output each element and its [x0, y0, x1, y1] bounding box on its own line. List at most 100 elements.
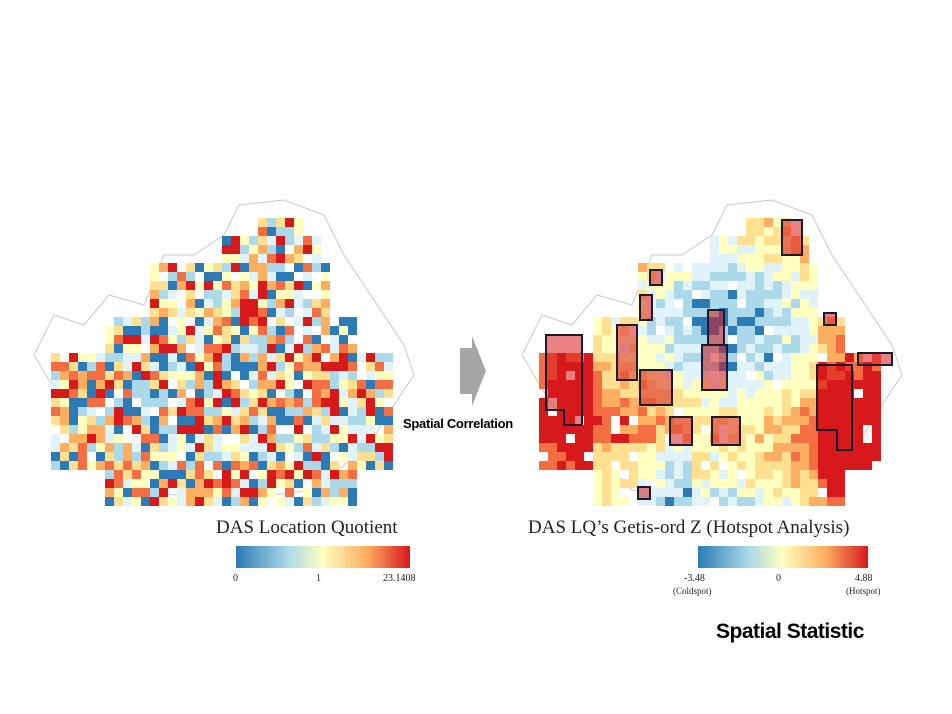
- grid-cell: [602, 371, 611, 380]
- grid-cell: [276, 236, 285, 245]
- grid-cell: [96, 434, 105, 443]
- grid-cell: [584, 389, 593, 398]
- grid-cell: [303, 245, 312, 254]
- grid-cell: [69, 371, 78, 380]
- grid-cell: [114, 407, 123, 416]
- grid-cell: [638, 317, 647, 326]
- grid-cell: [330, 389, 339, 398]
- grid-cell: [375, 362, 384, 371]
- grid-cell: [258, 245, 267, 254]
- grid-cell: [213, 425, 222, 434]
- grid-cell: [159, 470, 168, 479]
- grid-cell: [728, 461, 737, 470]
- grid-cell: [285, 272, 294, 281]
- grid-cell: [222, 317, 231, 326]
- grid-cell: [204, 434, 213, 443]
- grid-cell: [132, 488, 141, 497]
- grid-cell: [593, 425, 602, 434]
- grid-cell: [186, 308, 195, 317]
- grid-cell: [69, 398, 78, 407]
- grid-cell: [87, 380, 96, 389]
- grid-cell: [204, 398, 213, 407]
- grid-cell: [303, 407, 312, 416]
- grid-cell: [764, 425, 773, 434]
- grid-cell: [177, 407, 186, 416]
- grid-cell: [69, 362, 78, 371]
- grid-cell: [303, 416, 312, 425]
- grid-cell: [285, 353, 294, 362]
- grid-cell: [312, 335, 321, 344]
- grid-cell: [150, 317, 159, 326]
- grid-cell: [285, 488, 294, 497]
- grid-cell: [764, 281, 773, 290]
- grid-cell: [384, 434, 393, 443]
- grid-cell: [159, 290, 168, 299]
- grid-cell: [737, 344, 746, 353]
- grid-cell: [222, 245, 231, 254]
- grid-cell: [593, 470, 602, 479]
- grid-cell: [719, 236, 728, 245]
- grid-cell: [728, 245, 737, 254]
- grid-cell: [872, 389, 881, 398]
- grid-cell: [674, 344, 683, 353]
- grid-cell: [782, 416, 791, 425]
- grid-cell: [321, 434, 330, 443]
- grid-cell: [719, 254, 728, 263]
- grid-cell: [159, 434, 168, 443]
- grid-cell: [701, 470, 710, 479]
- grid-cell: [150, 398, 159, 407]
- grid-cell: [195, 434, 204, 443]
- grid-cell: [213, 452, 222, 461]
- grid-cell: [845, 461, 854, 470]
- grid-cell: [348, 389, 357, 398]
- grid-cell: [701, 488, 710, 497]
- grid-cell: [321, 263, 330, 272]
- grid-cell: [159, 281, 168, 290]
- grid-cell: [746, 218, 755, 227]
- grid-cell: [249, 254, 258, 263]
- grid-cell: [665, 443, 674, 452]
- grid-cell: [782, 281, 791, 290]
- grid-cell: [800, 308, 809, 317]
- grid-cell: [764, 380, 773, 389]
- grid-cell: [231, 479, 240, 488]
- grid-cell: [159, 317, 168, 326]
- grid-cell: [357, 398, 366, 407]
- grid-cell: [773, 272, 782, 281]
- grid-cell: [258, 443, 267, 452]
- grid-cell: [249, 407, 258, 416]
- grid-cell: [204, 488, 213, 497]
- grid-cell: [249, 452, 258, 461]
- grid-cell: [755, 290, 764, 299]
- grid-cell: [240, 407, 249, 416]
- grid-cell: [701, 497, 710, 506]
- lq-color-legend: [236, 546, 410, 568]
- grid-cell: [303, 335, 312, 344]
- grid-cell: [312, 434, 321, 443]
- grid-cell: [249, 317, 258, 326]
- grid-cell: [249, 263, 258, 272]
- grid-cell: [258, 416, 267, 425]
- grid-cell: [123, 479, 132, 488]
- grid-cell: [195, 479, 204, 488]
- grid-cell: [872, 425, 881, 434]
- grid-cell: [51, 389, 60, 398]
- grid-cell: [557, 407, 566, 416]
- grid-cell: [827, 434, 836, 443]
- grid-cell: [701, 452, 710, 461]
- grid-cell: [782, 371, 791, 380]
- grid-cell: [701, 281, 710, 290]
- grid-cell: [584, 434, 593, 443]
- grid-cell: [321, 461, 330, 470]
- grid-cell: [114, 362, 123, 371]
- grid-cell: [692, 443, 701, 452]
- grid-cell: [78, 461, 87, 470]
- grid-cell: [213, 281, 222, 290]
- grid-cell: [348, 461, 357, 470]
- grid-cell: [213, 308, 222, 317]
- grid-cell: [69, 389, 78, 398]
- grid-cell: [123, 488, 132, 497]
- grid-cell: [132, 326, 141, 335]
- grid-cell: [69, 452, 78, 461]
- grid-cell: [719, 272, 728, 281]
